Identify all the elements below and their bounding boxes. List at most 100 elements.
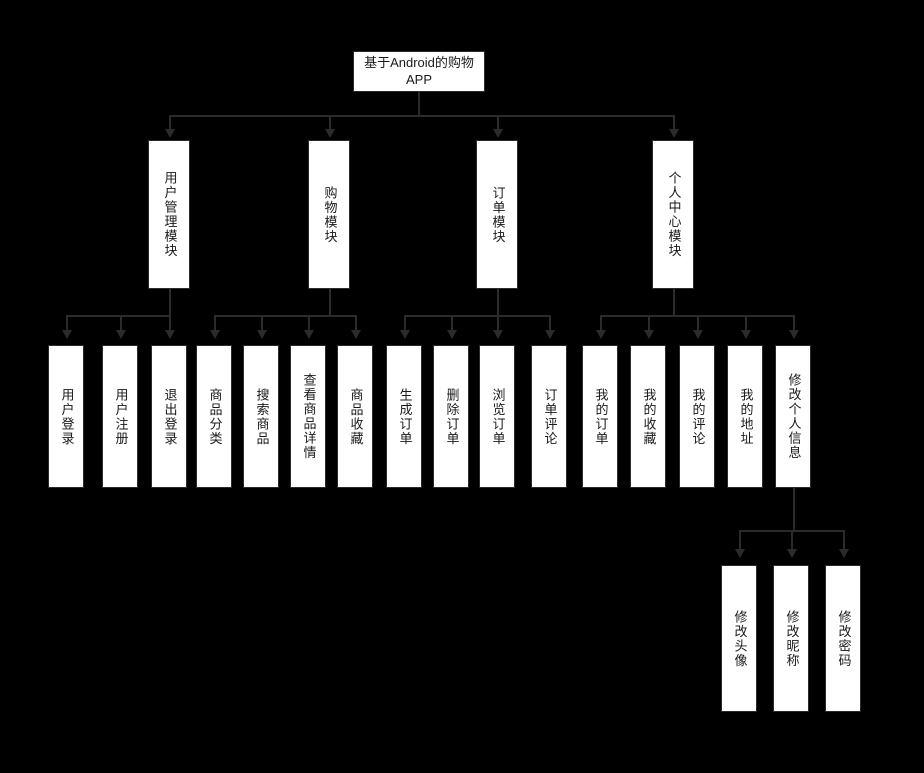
node-module-order-label: 订单模块 [490, 185, 506, 244]
node-subfunction-change-avatar[interactable]: 修改头像 [721, 565, 757, 712]
node-module-shopping[interactable]: 购物模块 [308, 140, 350, 289]
node-function-logout-label: 退出登录 [162, 387, 178, 446]
node-function-my-comments-label: 我的评论 [690, 387, 706, 446]
arrow-fn-1 [116, 330, 126, 339]
node-function-search-product[interactable]: 搜索商品 [243, 345, 279, 488]
edge-drop-fn-9 [497, 315, 499, 331]
edge-drop-fn-8 [451, 315, 453, 331]
node-function-create-order[interactable]: 生成订单 [386, 345, 422, 488]
edge-drop-sub-0 [739, 530, 741, 550]
node-module-personal-center[interactable]: 个人中心模块 [652, 140, 694, 289]
edge-stem-group-order [497, 289, 499, 316]
node-module-shopping-label: 购物模块 [322, 185, 338, 244]
node-function-my-orders[interactable]: 我的订单 [582, 345, 618, 488]
node-module-user-management-label: 用户管理模块 [162, 171, 178, 258]
edge-stem-group-user [169, 289, 171, 316]
edge-drop-module-0 [169, 115, 171, 131]
node-function-user-login[interactable]: 用户登录 [48, 345, 84, 488]
arrow-fn-10 [545, 330, 555, 339]
arrow-module-2 [493, 129, 503, 138]
node-subfunction-change-password-label: 修改密码 [836, 609, 852, 668]
node-function-my-address-label: 我的地址 [738, 387, 754, 446]
edge-drop-fn-15 [793, 315, 795, 331]
node-function-my-comments[interactable]: 我的评论 [679, 345, 715, 488]
node-function-user-register-label: 用户注册 [113, 387, 129, 446]
node-function-user-register[interactable]: 用户注册 [102, 345, 138, 488]
arrow-fn-0 [62, 330, 72, 339]
node-module-user-management[interactable]: 用户管理模块 [148, 140, 190, 289]
edge-bus-group-user [66, 315, 171, 317]
node-function-delete-order-label: 删除订单 [444, 387, 460, 446]
node-function-product-detail[interactable]: 查看商品详情 [290, 345, 326, 488]
edge-drop-sub-1 [791, 530, 793, 550]
node-function-my-orders-label: 我的订单 [593, 387, 609, 446]
node-subfunction-change-nickname[interactable]: 修改昵称 [773, 565, 809, 712]
edge-drop-fn-14 [745, 315, 747, 331]
arrow-fn-11 [596, 330, 606, 339]
edge-drop-fn-12 [648, 315, 650, 331]
edge-bus-group-personal [600, 315, 793, 317]
node-function-create-order-label: 生成订单 [397, 387, 413, 446]
edge-stem-group-shopping [329, 289, 331, 316]
arrow-fn-6 [351, 330, 361, 339]
edge-drop-fn-0 [66, 315, 68, 331]
edge-drop-fn-6 [355, 315, 357, 331]
node-function-user-login-label: 用户登录 [59, 387, 75, 446]
arrow-fn-15 [789, 330, 799, 339]
arrow-sub-0 [735, 549, 745, 558]
node-function-product-favorite-label: 商品收藏 [348, 387, 364, 446]
node-module-order[interactable]: 订单模块 [476, 140, 518, 289]
node-function-my-favorites-label: 我的收藏 [641, 387, 657, 446]
arrow-sub-2 [839, 549, 849, 558]
node-function-delete-order[interactable]: 删除订单 [433, 345, 469, 488]
arrow-fn-9 [493, 330, 503, 339]
edge-level2-bus [169, 115, 673, 117]
node-root-label: 基于Android的购物APP [364, 54, 474, 87]
node-module-personal-center-label: 个人中心模块 [666, 171, 682, 258]
node-function-edit-profile-label: 修改个人信息 [786, 373, 802, 460]
node-subfunction-change-password[interactable]: 修改密码 [825, 565, 861, 712]
node-function-logout[interactable]: 退出登录 [151, 345, 187, 488]
node-function-edit-profile[interactable]: 修改个人信息 [775, 345, 811, 488]
edge-stem-group-personal [673, 289, 675, 316]
node-function-order-comment-label: 订单评论 [542, 387, 558, 446]
edge-bus-group-shopping [214, 315, 357, 317]
node-function-order-comment[interactable]: 订单评论 [531, 345, 567, 488]
node-function-product-favorite[interactable]: 商品收藏 [337, 345, 373, 488]
arrow-module-0 [165, 129, 175, 138]
node-subfunction-change-nickname-label: 修改昵称 [784, 609, 800, 668]
arrow-fn-2 [165, 330, 175, 339]
node-root[interactable]: 基于Android的购物APP [353, 51, 485, 92]
edge-drop-fn-4 [261, 315, 263, 331]
node-function-product-category[interactable]: 商品分类 [196, 345, 232, 488]
edge-drop-fn-11 [600, 315, 602, 331]
edge-drop-fn-2 [169, 315, 171, 331]
edge-drop-module-2 [497, 115, 499, 131]
edge-drop-module-3 [673, 115, 675, 131]
arrow-module-3 [669, 129, 679, 138]
edge-drop-fn-7 [404, 315, 406, 331]
edge-drop-fn-10 [549, 315, 551, 331]
arrow-fn-3 [210, 330, 220, 339]
arrow-fn-12 [644, 330, 654, 339]
edge-drop-sub-2 [843, 530, 845, 550]
edge-drop-fn-3 [214, 315, 216, 331]
arrow-fn-13 [693, 330, 703, 339]
arrow-sub-1 [787, 549, 797, 558]
node-function-product-category-label: 商品分类 [207, 387, 223, 446]
node-function-my-address[interactable]: 我的地址 [727, 345, 763, 488]
edge-drop-fn-5 [308, 315, 310, 331]
edge-drop-fn-13 [697, 315, 699, 331]
arrow-fn-14 [741, 330, 751, 339]
node-function-search-product-label: 搜索商品 [254, 387, 270, 446]
arrow-fn-4 [257, 330, 267, 339]
edge-stem-group-edit-profile [793, 488, 795, 531]
node-function-product-detail-label: 查看商品详情 [301, 373, 317, 460]
arrow-fn-7 [400, 330, 410, 339]
edge-root-stem [418, 92, 420, 115]
node-function-browse-order[interactable]: 浏览订单 [479, 345, 515, 488]
node-function-my-favorites[interactable]: 我的收藏 [630, 345, 666, 488]
arrow-fn-8 [447, 330, 457, 339]
node-function-browse-order-label: 浏览订单 [490, 387, 506, 446]
